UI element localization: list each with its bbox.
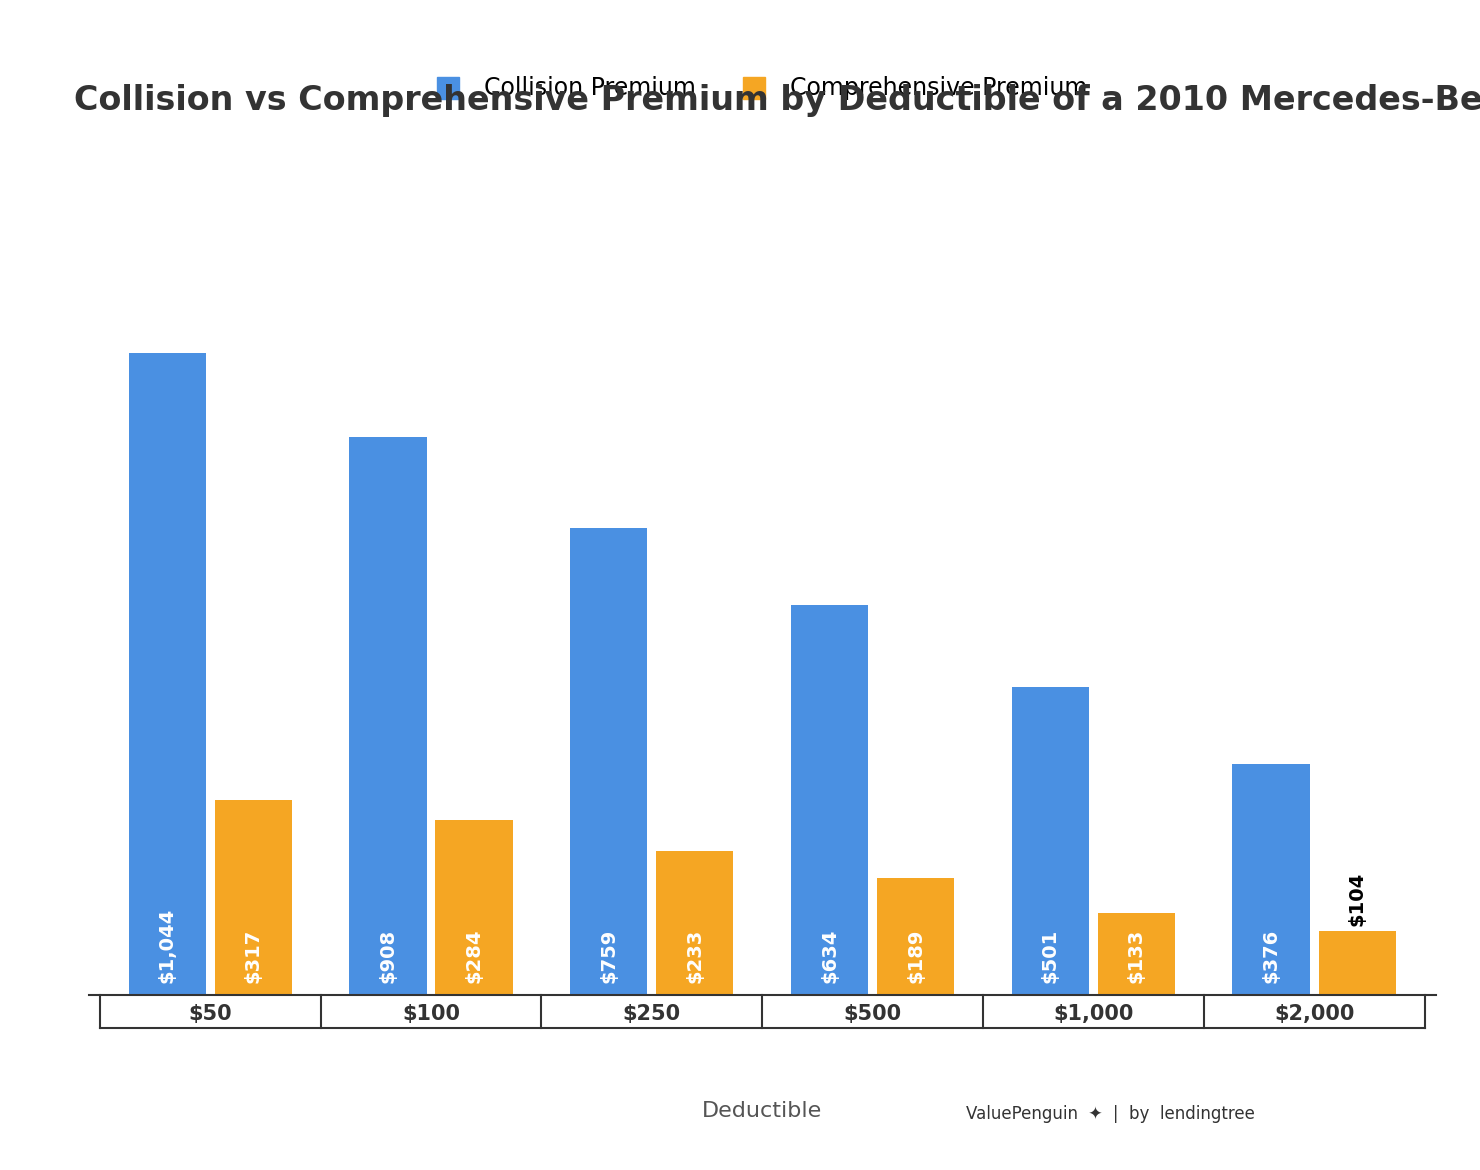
Bar [215,800,292,994]
Text: $1,044: $1,044 [158,908,176,984]
Text: $133: $133 [1126,929,1146,984]
Bar [129,353,206,994]
Text: $317: $317 [244,929,263,984]
Text: $104: $104 [1348,872,1366,925]
Text: ValuePenguin  ✦  |  by  lendingtree: ValuePenguin ✦ | by lendingtree [965,1106,1255,1123]
Bar [1319,930,1396,994]
Text: $759: $759 [599,929,619,984]
Text: $908: $908 [379,929,398,984]
Text: $634: $634 [820,929,839,984]
Bar [878,879,955,994]
Bar [570,529,647,994]
Bar [1233,764,1310,994]
Text: $284: $284 [465,929,484,984]
Text: Collision vs Comprehensive Premium by Deductible of a 2010 Mercedes-Benz E350: Collision vs Comprehensive Premium by De… [74,84,1480,117]
Text: $233: $233 [685,929,704,984]
Bar [656,852,734,994]
Bar [435,820,512,994]
Bar [1098,913,1175,994]
Text: $376: $376 [1261,929,1280,984]
Text: $501: $501 [1040,929,1060,984]
Bar [790,605,869,994]
Legend: Collision Premium, Comprehensive Premium: Collision Premium, Comprehensive Premium [425,63,1100,111]
Text: $189: $189 [906,929,925,984]
Bar [1012,687,1089,994]
X-axis label: Deductible: Deductible [702,1101,823,1121]
Bar [349,436,426,994]
